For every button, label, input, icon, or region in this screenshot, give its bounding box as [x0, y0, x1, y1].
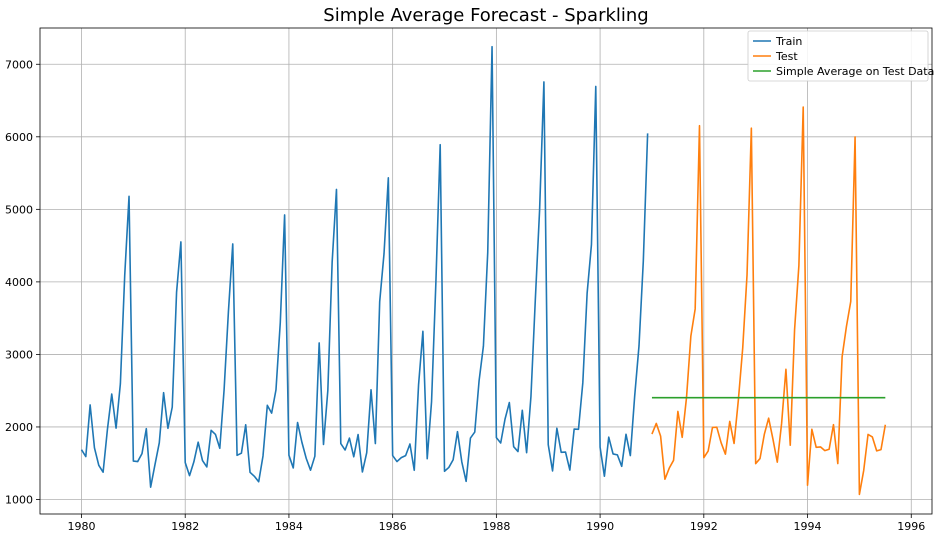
series-line-test	[651, 106, 887, 496]
y-tick-label: 7000	[5, 58, 33, 71]
y-tick-label: 5000	[5, 203, 33, 216]
legend-label-simple-average-on-test-data: Simple Average on Test Data	[776, 65, 934, 78]
y-tick-label: 1000	[5, 493, 33, 506]
y-tick-label: 3000	[5, 348, 33, 361]
y-tick-label: 2000	[5, 421, 33, 434]
x-tick-label: 1980	[67, 520, 95, 533]
y-tick-label: 4000	[5, 276, 33, 289]
x-tick-label: 1992	[690, 520, 718, 533]
series-line-train	[80, 45, 649, 488]
x-tick-label: 1986	[379, 520, 407, 533]
legend: Train Test Simple Average on Test Data	[747, 30, 934, 82]
legend-label-train: Train	[775, 35, 802, 48]
axis-ticks: 1980 1982 1984 1986 1988 1990 1992 1994 1996 1000…	[5, 58, 925, 533]
x-tick-label: 1990	[586, 520, 614, 533]
chart-title: Simple Average Forecast - Sparkling	[323, 5, 648, 26]
plot-frame	[39, 27, 933, 515]
x-tick-label: 1984	[275, 520, 303, 533]
x-tick-label: 1994	[794, 520, 822, 533]
x-tick-label: 1996	[897, 520, 925, 533]
x-tick-label: 1988	[482, 520, 510, 533]
series-lines	[80, 45, 887, 496]
legend-box	[747, 30, 929, 82]
y-tick-label: 6000	[5, 131, 33, 144]
x-tick-label: 1982	[171, 520, 199, 533]
legend-label-test: Test	[775, 50, 798, 63]
